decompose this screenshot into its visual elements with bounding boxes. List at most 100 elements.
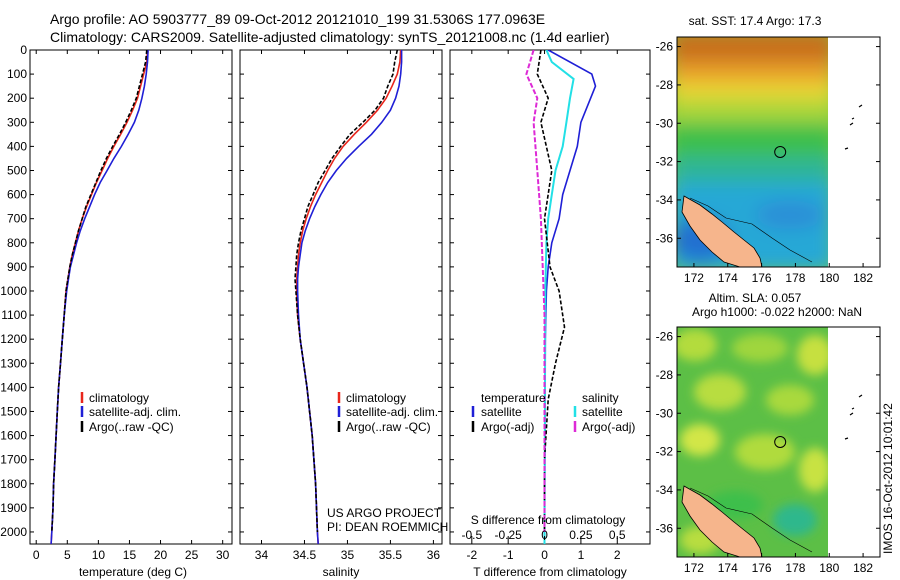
salinity-axes-frame [239, 49, 443, 545]
x-tick-label: 36 [427, 548, 441, 562]
sla-argo-marker [774, 436, 787, 448]
lon-tick-label: 178 [785, 561, 805, 575]
sst-map-lon-ticks: 172 174 176 178 180 182 [684, 263, 873, 285]
diff-temperature-argo-line [536, 50, 566, 532]
x-tick-label: 34.5 [293, 548, 317, 562]
sst-map-panel: sat. SST: 17.4 Argo: 17.3 172 174 176 178 18… [656, 14, 881, 285]
depth-ticks: 0 100 200 300 400 500 600 700 800 900 1000 1100 1200… [0, 43, 232, 539]
salinity-argo-line [294, 50, 399, 533]
sst-coastline [689, 197, 813, 263]
x-tick-label: 25 [185, 548, 199, 562]
difference-legend: temperature salinity satellite Argo(-adj… [471, 391, 635, 434]
x-tick-label: -1 [503, 548, 514, 562]
lon-tick-label: 176 [752, 561, 772, 575]
depth-tick-label: 1100 [1, 308, 27, 322]
salinity-depth-ticks [240, 49, 442, 533]
s-tick-label: 0.5 [609, 528, 626, 542]
legend-label-sal-satellite: satellite [582, 405, 623, 419]
s-tick-label: 0 [541, 528, 548, 542]
sst-land [681, 195, 763, 268]
sla-map-title-2: Argo h1000: -0.022 h2000: NaN [692, 305, 862, 319]
depth-tick-label: 1500 [0, 404, 27, 418]
sla-coastline [689, 487, 813, 553]
legend-label-temp-argo: Argo(-adj) [481, 420, 534, 434]
t-difference-label: T difference from climatology [473, 565, 627, 579]
legend-header-temperature: temperature [481, 391, 546, 405]
temperature-legend: climatology satellite-adj. clim. Argo(..… [80, 391, 181, 434]
salinity-legend: climatology satellite-adj. clim. Argo(..… [337, 391, 438, 434]
lon-tick-label: 180 [819, 561, 839, 575]
depth-tick-label: 1900 [0, 501, 27, 515]
depth-tick-label: 200 [7, 91, 27, 105]
temperature-axes-frame [29, 49, 233, 545]
lon-tick-label: 176 [752, 271, 772, 285]
pi-annotation: PI: DEAN ROEMMICH [327, 520, 448, 534]
x-tick-label: 34 [255, 548, 269, 562]
temperature-argo-line [51, 50, 148, 533]
lat-tick-label: -28 [656, 368, 674, 382]
diff-temperature-satellite-line [543, 50, 597, 544]
x-tick-label: 1 [578, 548, 585, 562]
lat-tick-label: -32 [656, 155, 674, 169]
temperature-x-label: temperature (deg C) [79, 565, 187, 579]
temperature-x-ticks: 0 5 10 15 20 25 30 [33, 50, 230, 562]
diff-salinity-argo-line [525, 50, 546, 532]
legend-label-argo: Argo(..raw -QC) [346, 420, 431, 434]
legend-label-argo: Argo(..raw -QC) [89, 420, 174, 434]
x-tick-label: 20 [154, 548, 168, 562]
x-tick-label: 2 [614, 548, 621, 562]
lat-tick-label: -30 [656, 406, 674, 420]
sla-land [681, 485, 763, 558]
x-tick-label: -2 [466, 548, 477, 562]
sst-map-lat-ticks: -26 -28 -30 -32 -34 -36 [656, 40, 880, 245]
x-tick-label: 30 [216, 548, 230, 562]
imos-stamp: IMOS 16-Oct-2012 10:01:42 [881, 403, 895, 554]
salinity-x-ticks: 34 34.5 35 35.5 36 [255, 50, 441, 562]
legend-label-sal-argo: Argo(-adj) [582, 420, 635, 434]
x-tick-label: 5 [64, 548, 71, 562]
depth-tick-label: 300 [7, 115, 27, 129]
depth-tick-label: 600 [7, 188, 27, 202]
sst-argo-marker [774, 146, 787, 158]
depth-tick-label: 1000 [0, 284, 27, 298]
legend-label-temp-satellite: satellite [481, 405, 522, 419]
legend-label-climatology: climatology [89, 391, 149, 405]
difference-x-ticks: -2 -1 0 1 2 [466, 50, 621, 562]
lat-tick-label: -26 [656, 40, 674, 54]
header-line-2: Climatology: CARS2009. Satellite-adjuste… [50, 29, 610, 45]
legend-label-satellite: satellite-adj. clim. [89, 405, 181, 419]
lat-tick-label: -34 [656, 483, 674, 497]
depth-tick-label: 500 [7, 163, 27, 177]
difference-axes-frame [449, 49, 651, 545]
header-line-1: Argo profile: AO 5903777_89 09-Oct-2012 … [50, 11, 545, 27]
depth-tick-label: 100 [7, 67, 27, 81]
sla-islands [844, 394, 863, 440]
sla-map-lon-ticks: 172 174 176 178 180 182 [684, 553, 873, 575]
legend-header-salinity: salinity [582, 391, 619, 405]
x-tick-label: 35.5 [379, 548, 403, 562]
depth-tick-label: 2000 [0, 525, 27, 539]
x-tick-label: 0 [541, 548, 548, 562]
lon-tick-label: 180 [819, 271, 839, 285]
depth-tick-label: 400 [7, 139, 27, 153]
x-tick-label: 0 [33, 548, 40, 562]
depth-tick-label: 1700 [0, 453, 27, 467]
legend-label-satellite: satellite-adj. clim. [346, 405, 438, 419]
diff-salinity-satellite-line [543, 50, 575, 544]
lat-tick-label: -30 [656, 116, 674, 130]
lon-tick-label: 178 [785, 271, 805, 285]
legend-label-climatology: climatology [346, 391, 406, 405]
lat-tick-label: -34 [656, 193, 674, 207]
salinity-satellite-line [296, 50, 403, 544]
difference-panel: -2 -1 0 1 2 temperature salinity satellite A… [449, 49, 651, 579]
salinity-panel: 34 34.5 35 35.5 36 salinity climatology sate… [239, 49, 448, 579]
depth-tick-label: 700 [7, 212, 27, 226]
sla-map-title-1: Altim. SLA: 0.057 [709, 291, 802, 305]
x-tick-label: 35 [341, 548, 355, 562]
lon-tick-label: 182 [853, 271, 873, 285]
x-tick-label: 10 [92, 548, 106, 562]
depth-tick-label: 0 [20, 43, 27, 57]
depth-tick-label: 1400 [0, 380, 27, 394]
depth-tick-label: 1200 [0, 332, 27, 346]
